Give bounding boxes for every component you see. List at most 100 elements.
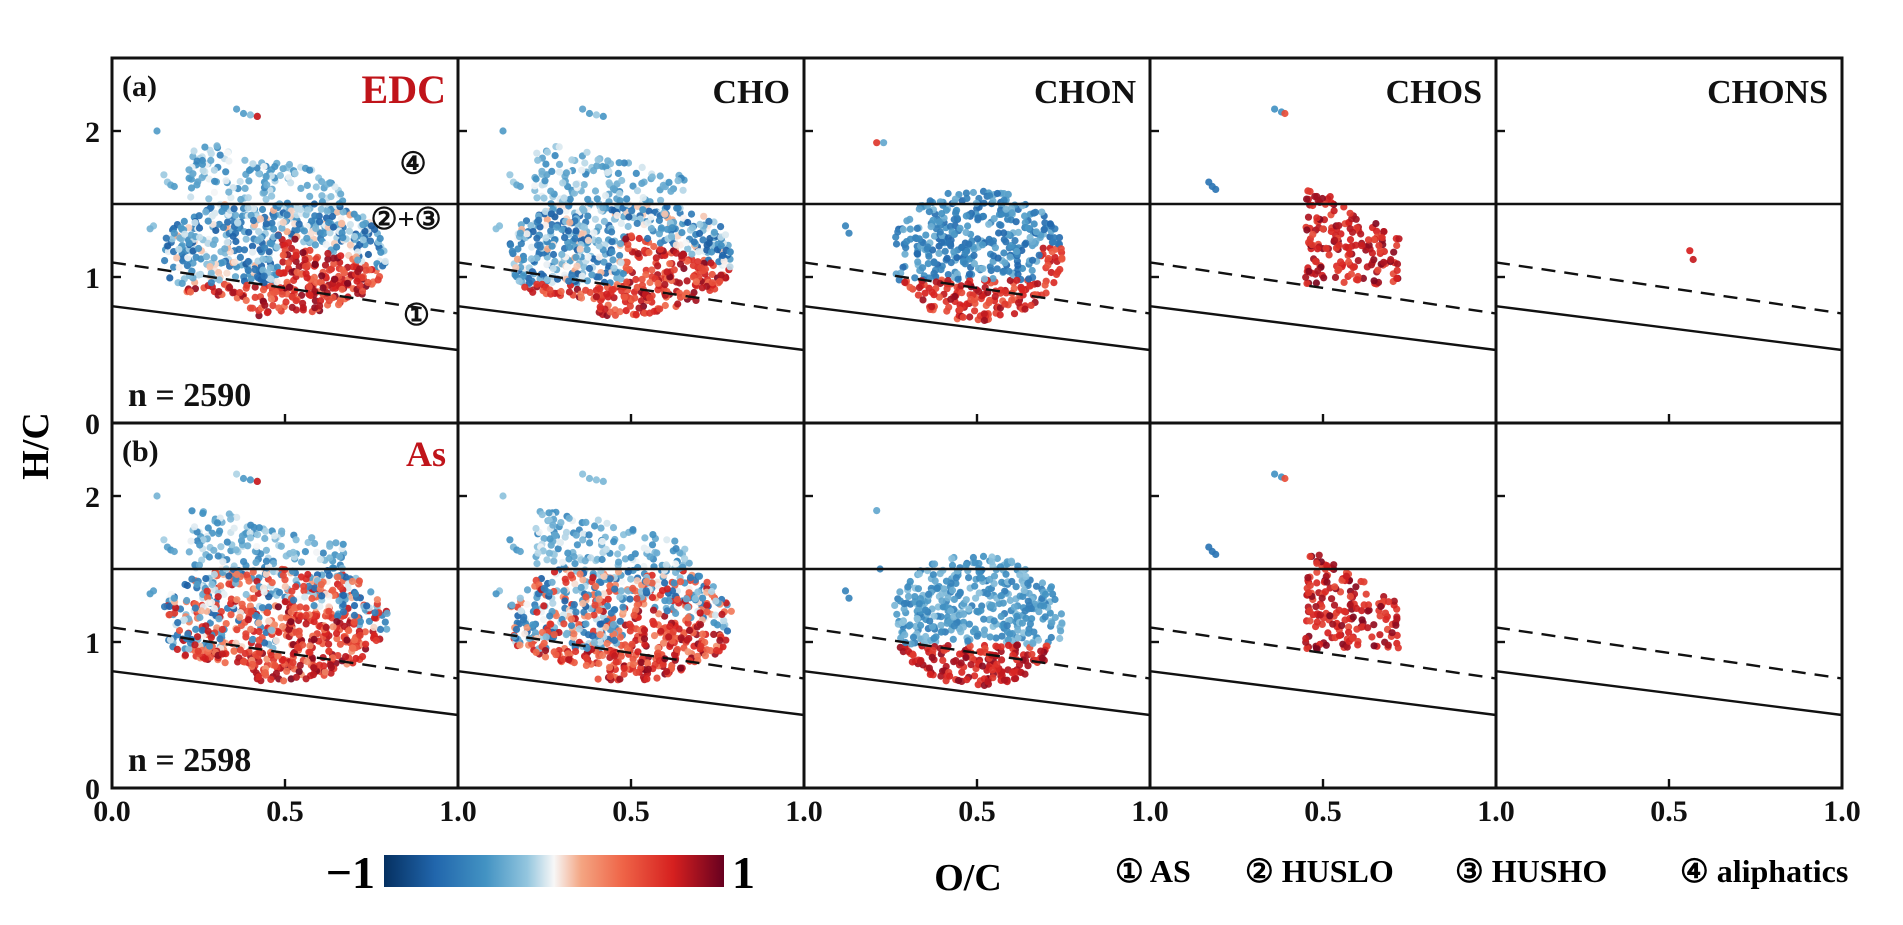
scatter-point (366, 237, 375, 245)
scatter-point (299, 249, 307, 257)
y-tick-label: 2 (85, 116, 100, 149)
scatter-point (1008, 577, 1016, 586)
scatter-point (268, 192, 276, 200)
scatter-point (272, 288, 280, 296)
scatter-point (1370, 621, 1378, 629)
scatter-point (611, 652, 619, 660)
scatter-point (644, 219, 652, 227)
scatter-point (990, 617, 998, 625)
scatter-point (556, 539, 565, 547)
scatter-point (930, 269, 938, 277)
scatter-point (1380, 258, 1388, 266)
panel-title: CHO (713, 74, 790, 111)
scatter-point (1393, 241, 1401, 250)
scatter-point (928, 653, 936, 662)
scatter-point (957, 282, 965, 290)
scatter-point (292, 673, 300, 681)
scatter-point (674, 177, 682, 185)
scatter-point (970, 251, 978, 260)
scatter-point (226, 283, 234, 291)
scatter-point (673, 595, 682, 604)
scatter-point (161, 257, 169, 265)
scatter-point (929, 571, 938, 579)
scatter-point (598, 555, 606, 564)
scatter-point (293, 643, 302, 652)
scatter-point (334, 208, 342, 216)
scatter-point (1395, 235, 1403, 243)
scatter-point (259, 255, 267, 263)
scatter-point (261, 534, 269, 543)
scatter-point (333, 243, 341, 251)
scatter-point (583, 246, 591, 254)
scatter-point (284, 259, 293, 267)
scatter-point (336, 640, 344, 648)
scatter-point (901, 278, 909, 286)
scatter-point (925, 590, 933, 598)
scatter-point (1002, 289, 1010, 297)
scatter-point (303, 206, 312, 214)
scatter-point (300, 582, 308, 591)
scatter-point (694, 258, 702, 266)
scatter-point (542, 160, 550, 168)
scatter-point (586, 539, 594, 547)
scatter-point (265, 255, 273, 263)
scatter-point (727, 607, 735, 615)
scatter-point (285, 626, 293, 634)
scatter-point (689, 224, 697, 232)
scatter-point (244, 204, 252, 212)
scatter-point (976, 648, 984, 656)
scatter-point (216, 527, 224, 535)
scatter-point (207, 279, 215, 287)
scatter-point (329, 654, 337, 662)
scatter-point (230, 258, 239, 266)
scatter-point (983, 590, 992, 598)
scatter-point (672, 241, 680, 249)
scatter-point (220, 590, 228, 599)
scatter-point (184, 254, 192, 262)
scatter-point (1016, 571, 1024, 579)
scatter-point (318, 592, 326, 600)
scatter-point (232, 546, 240, 554)
scatter-point (988, 558, 996, 566)
scatter-point (1302, 634, 1310, 643)
scatter-point (595, 273, 603, 281)
scatter-point (650, 620, 658, 628)
scatter-point (248, 636, 257, 644)
scatter-point (311, 297, 319, 305)
scatter-point (173, 254, 181, 262)
scatter-point (1306, 552, 1314, 561)
scatter-point (914, 258, 922, 266)
scatter-point (233, 513, 241, 522)
scatter-point (527, 222, 535, 230)
scatter-point (1014, 228, 1023, 236)
scatter-point (253, 477, 261, 485)
scatter-point (582, 620, 590, 628)
scatter-point (940, 585, 948, 593)
scatter-point (345, 227, 353, 235)
scatter-point (1312, 258, 1320, 266)
scatter-point (274, 232, 282, 240)
boundary-lower-line (1495, 670, 1843, 717)
scatter-point (229, 232, 237, 240)
scatter-point (204, 599, 213, 607)
scatter-point (274, 652, 282, 660)
scatter-point (915, 570, 923, 578)
scatter-point (207, 150, 215, 158)
scatter-point (695, 572, 704, 580)
scatter-point (718, 610, 726, 619)
scatter-point (305, 283, 313, 291)
scatter-point (663, 668, 671, 676)
scatter-point (253, 543, 261, 551)
scatter-point (309, 671, 317, 679)
scatter-point (1360, 578, 1368, 586)
scatter-point (1019, 291, 1027, 299)
scatter-point (529, 621, 537, 629)
scatter-point (643, 577, 651, 586)
scatter-point (595, 242, 603, 250)
scatter-point (1024, 629, 1033, 637)
scatter-point (1329, 620, 1337, 628)
scatter-point (1393, 615, 1401, 623)
scatter-point (572, 253, 580, 261)
scatter-point (678, 229, 686, 237)
scatter-point (954, 676, 963, 685)
